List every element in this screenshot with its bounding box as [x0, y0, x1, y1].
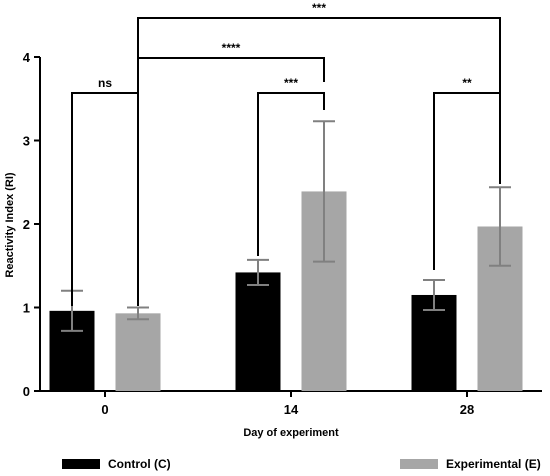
significance-bracket — [137, 57, 325, 93]
x-tick-label: 14 — [284, 402, 299, 417]
legend-swatch-control — [62, 459, 100, 469]
significance-bracket — [137, 17, 501, 178]
legend-control: Control (C) — [62, 456, 171, 472]
bar-experimental-day-0 — [115, 313, 161, 391]
significance-bracket — [71, 92, 139, 306]
bar-control-day-14 — [235, 272, 281, 391]
y-tick-label: 4 — [23, 50, 31, 65]
significance-label: **** — [222, 41, 241, 55]
error-bars — [61, 120, 511, 332]
y-tick-label: 1 — [23, 301, 30, 316]
x-tick-label: 0 — [101, 402, 108, 417]
significance-label: ns — [98, 76, 112, 90]
significance-label: *** — [284, 76, 298, 90]
significance-label: ** — [462, 76, 472, 90]
legend-swatch-experimental — [400, 459, 438, 469]
significance-bracket — [257, 92, 325, 256]
bars — [49, 191, 523, 391]
legend-label-experimental: Experimental (E) — [446, 457, 541, 471]
legend-experimental: Experimental (E) — [400, 456, 541, 472]
x-axis-label: Day of experiment — [243, 427, 339, 439]
y-tick-label: 0 — [23, 384, 30, 399]
y-tick-label: 2 — [23, 217, 30, 232]
y-tick-label: 3 — [23, 134, 30, 149]
axes: 0 1 2 3 4 0 14 28 — [23, 50, 542, 417]
significance-label: *** — [312, 1, 326, 15]
legend-label-control: Control (C) — [108, 457, 171, 471]
y-axis-label: Reactivity Index (RI) — [4, 172, 16, 277]
x-tick-label: 28 — [460, 402, 474, 417]
significance-brackets: ns *** ********* — [71, 1, 501, 306]
